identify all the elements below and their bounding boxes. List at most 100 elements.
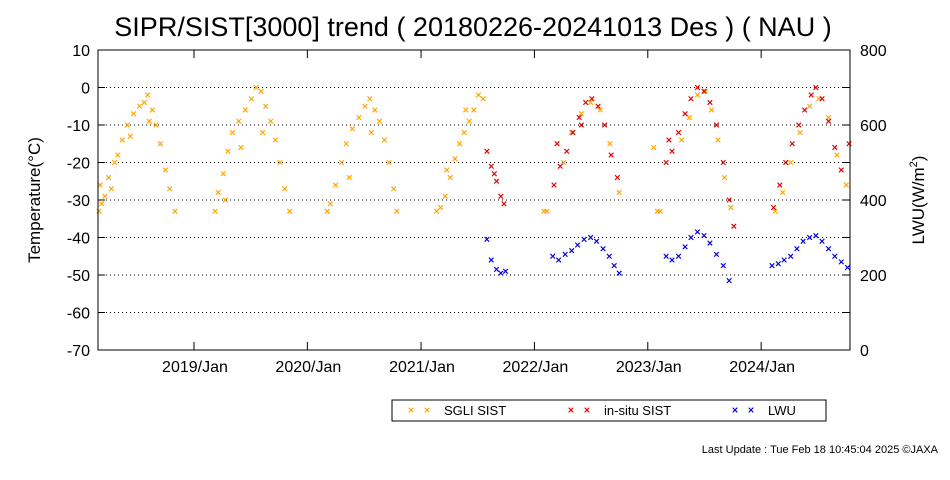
sgli-sist-point [96,208,102,214]
sgli-sist-point [466,118,472,124]
lwu-point [694,229,701,235]
legend-label-insitu: in-situ SIST [604,403,671,418]
x-tick-label: 2024/Jan [729,359,795,376]
sgli-sist-point [99,201,105,207]
sgli-sist-point [456,141,463,147]
x-axis: 2019/Jan 2020/Jan 2021/Jan 2022/Jan 2023/Jan… [162,50,795,376]
lwu-point [669,257,675,263]
sgli-sist-point [437,204,444,211]
insitu-sist-point [731,223,737,229]
sgli-sist-point [368,129,375,136]
lwu-point [819,238,825,244]
sgli-sist-point [272,137,279,143]
lwu-point [611,262,617,269]
sgli-sist-point [708,107,715,113]
y-tick-label: -10 [67,118,90,135]
insitu-sist-point [491,171,498,177]
insitu-sist-point [789,141,795,147]
y-tick-label: 0 [81,81,90,98]
sgli-sist-point [281,186,288,192]
sgli-sist-point [461,129,467,136]
lwu-point [484,236,490,243]
data-points [96,84,852,284]
insitu-sist-point [682,111,688,117]
sgli-sist-point [843,182,849,188]
insitu-sist-point [777,182,783,188]
lwu-point [569,247,575,254]
insitu-sist-point [726,197,732,203]
sgli-sist-point [597,107,603,113]
sgli-sist-point [578,111,585,117]
insitu-sist-point [838,167,844,173]
y-tick-label: -40 [67,231,90,248]
lwu-point [775,261,781,267]
insitu-sist-point [589,96,595,102]
sgli-sist-point [728,204,734,211]
sgli-sist-point [702,88,708,94]
legend-marker [732,407,738,413]
lwu-point [493,266,500,273]
sgli-sist-point [544,208,550,214]
insitu-sist-point [488,163,494,169]
y-axis-label: Temperature(°C) [25,137,44,263]
lwu-point [488,257,494,263]
sgli-sist-point [678,137,685,143]
lwu-point [825,246,832,252]
sgli-sist-point [362,103,368,109]
sgli-sist-point [102,193,108,199]
sgli-sist-point [149,107,156,113]
legend-marker [568,407,574,413]
sgli-sist-point [212,208,218,214]
sgli-sist-point [447,174,453,181]
insitu-sist-point [819,96,825,102]
lwu-point [587,234,594,241]
insitu-sist-point [601,122,608,128]
insitu-sist-point [808,92,814,98]
legend-marker [584,407,590,413]
sgli-sist-point [215,189,221,196]
sgli-sist-point [119,137,125,143]
lwu-point [794,246,800,252]
legend-marker [408,407,414,413]
sgli-sist-point [686,114,693,121]
y2-axis-label: LWU(W/m2) [908,156,928,245]
insitu-sist-point [551,182,557,188]
insitu-sist-point [564,148,570,154]
sgli-sist-point [797,129,803,136]
lwu-point [606,253,612,259]
sgli-sist-point [105,174,112,181]
sgli-sist-point [172,208,178,214]
insitu-sist-point [595,103,601,109]
sgli-sist-point [444,167,450,173]
legend-label-sgli: SGLI SIST [444,403,506,418]
y-tick-label: -30 [67,193,90,210]
insitu-sist-point [666,137,672,143]
sgli-sist-point [394,208,400,214]
sgli-sist-point [242,107,248,113]
sgli-sist-point [222,197,229,203]
sgli-sist-point [587,99,594,106]
legend-markers [408,407,754,413]
sgli-sist-point [391,186,397,192]
lwu-point [555,257,562,263]
lwu-point [688,234,694,241]
insitu-sist-point [570,129,576,136]
lwu-point [550,253,556,259]
insitu-sist-point [713,122,720,128]
sgli-sist-point [248,96,255,102]
sgli-sist-point [721,174,728,181]
last-update-footer: Last Update : Tue Feb 18 10:45:04 2025 ©… [702,444,939,456]
lwu-point [781,257,787,263]
insitu-sist-point [801,107,808,113]
insitu-sist-point [832,144,838,151]
sgli-sist-point [127,133,133,139]
insitu-sist-point [675,129,682,136]
sgli-sist-point [381,137,388,143]
y-tick-label: -50 [67,268,90,285]
insitu-sist-point [770,204,777,211]
chart-title: SIPR/SIST[3000] trend ( 20180226-2024101… [114,12,831,42]
x-tick-label: 2021/Jan [389,359,455,376]
sgli-sist-point [141,99,147,106]
grid-lines [98,87,850,313]
sgli-sist-point [108,186,115,192]
